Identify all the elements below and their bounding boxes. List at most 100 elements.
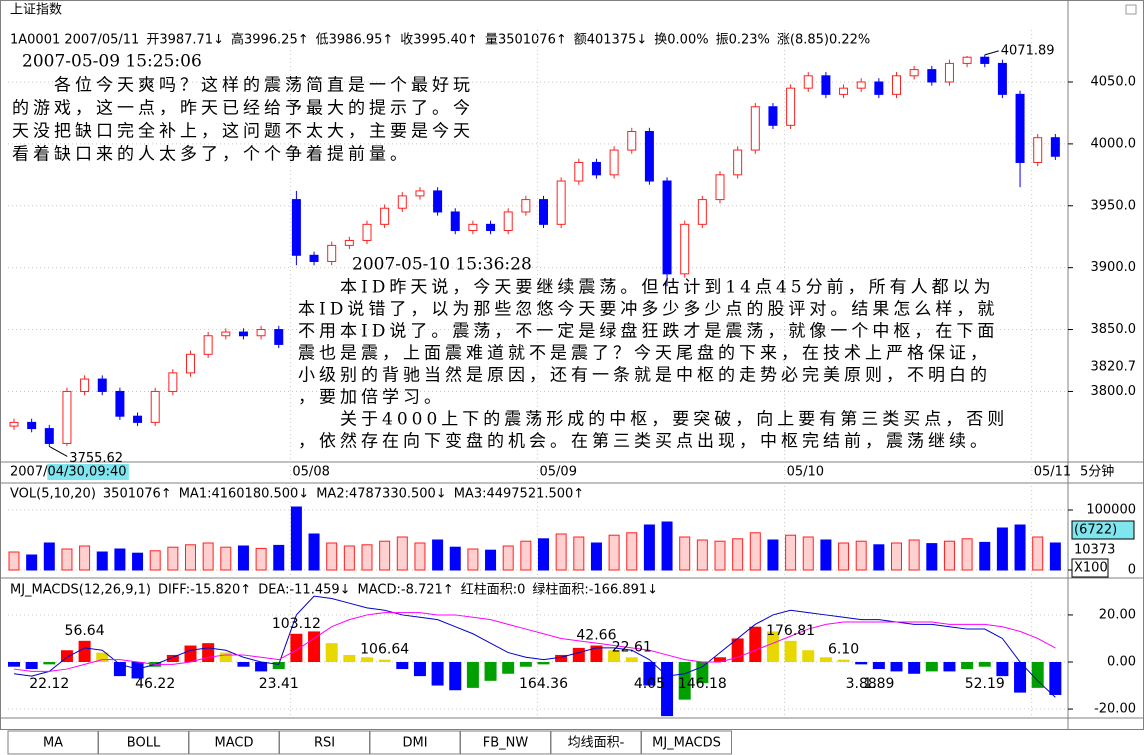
area-label: 176.81 [766,623,815,639]
area-label: 56.64 [65,623,105,639]
candle-body [786,87,796,126]
volume-bar [961,538,973,571]
quote-item: 振0.23% [716,33,770,48]
volume-bar [343,545,355,571]
volume-bar [449,546,461,571]
macd-bar [537,662,550,665]
macd-bar [378,659,391,662]
x-tick-label: 05/08 [292,465,329,480]
legend-item: MA2:4787330.500↓ [316,487,447,502]
macd-bar [484,662,497,681]
candle-body [909,69,919,77]
volume-bar [220,546,232,571]
macd-bar [572,647,585,662]
macd-bar [219,652,232,662]
volume-bar [696,539,708,571]
macd-bar [819,657,832,662]
macd-line [13,595,1056,698]
quote-item: 收3995.40↑ [400,33,478,48]
candle-body [168,372,178,392]
macd-line [13,612,1056,672]
macd-bar [890,662,903,672]
volume-bar [838,542,850,571]
candle-body [133,415,143,423]
area-label: 22.12 [29,676,69,692]
volume-bar [290,506,302,571]
candle-body [150,390,160,423]
volume-bar [185,544,196,571]
area-label: 164.36 [519,676,568,692]
macd-bar [255,662,268,672]
x-tick-label: 2007/04/30,09:40 [10,465,127,480]
tab-label[interactable]: MA [43,736,63,751]
volume-bar [114,548,126,571]
annotation-line: 各位今天爽吗？这样的震荡简直是一个最好玩 [12,76,474,96]
candle-body [556,180,566,225]
side-label: (6722) [1074,523,1117,538]
candle-body [291,199,301,256]
macd-bar [184,645,197,662]
tab-label[interactable]: 均线面积- [568,736,625,751]
volume-bar [608,534,620,571]
tab-label[interactable]: BOLL [127,736,161,751]
macd-bar [466,662,479,688]
tab-label[interactable]: DMI [402,736,427,751]
volume-bar [8,551,20,571]
macd-bar [396,662,409,670]
annotation-line: 小级别的背驰当然是原因，还有一条就是中枢的走势必完美原则，不明白的 [298,366,991,386]
tab[interactable] [641,730,732,755]
macd-bar [43,662,56,665]
volume-bar [255,547,267,571]
annotation-line: ，依然存在向下变盘的机会。在第三类买点出现，中枢完结前，震荡继续。 [298,432,991,452]
macd-bar [696,662,709,684]
macd-bar [308,631,321,662]
tab-label[interactable]: MACD [215,736,254,751]
macd-bar [908,662,921,674]
volume-bar [149,550,161,571]
volume-bar [926,543,938,571]
volume-bar [414,542,426,571]
volume-bar [167,546,179,571]
candle-body [44,428,54,444]
quote-item: 量3501076↑ [485,33,567,48]
y-tick-label: -20.00 [1094,702,1136,717]
macd-bar [978,662,991,667]
candle-body [521,199,531,213]
legend-item: DIFF:-15.820↑ [158,583,251,598]
volume-bar [396,536,408,571]
macd-bar [749,626,762,662]
macd-bar [643,662,656,686]
macd-bar [678,662,691,700]
volume-bar [26,554,38,571]
annotation-time: 2007-05-09 15:25:06 [22,52,202,72]
candle-body [309,254,319,262]
y-tick-label: 3800.0 [1091,384,1137,399]
macd-bar [608,650,621,662]
volume-bar [1014,524,1026,571]
side-label-box [1071,520,1135,540]
quote-item: 高3996.25↑ [231,32,309,48]
candle-body [362,223,372,241]
y-tick-label: 4000.0 [1091,136,1137,151]
y-tick-label: 3950.0 [1091,198,1137,213]
menu-icon[interactable] [1125,4,1137,15]
candle-body [697,199,707,225]
volume-bar [573,536,585,571]
tab-label[interactable]: RSI [314,736,335,751]
area-label: 146.18 [678,676,727,692]
volume-bar [891,542,902,571]
volume-bar [661,521,673,571]
legend-item: 红柱面积:0 [461,582,526,598]
volume-bar [361,544,373,571]
candle-body [680,223,690,275]
tab-label[interactable]: FB_NW [483,736,529,751]
volume-bar [855,540,867,571]
volume-bar [714,540,726,571]
candle-body [256,329,266,337]
tab-label[interactable]: MJ_MACDS [652,736,721,751]
annotation-line: 不用本ID说了。震荡，不一定是绿盘狂跌才是震荡，就像一个中枢，在下面 [298,322,998,342]
x-tick-label: 05/11 [1034,465,1071,480]
volume-bar [626,532,638,571]
quote-item: 额401375↓ [574,33,648,48]
candle-body [980,56,990,64]
